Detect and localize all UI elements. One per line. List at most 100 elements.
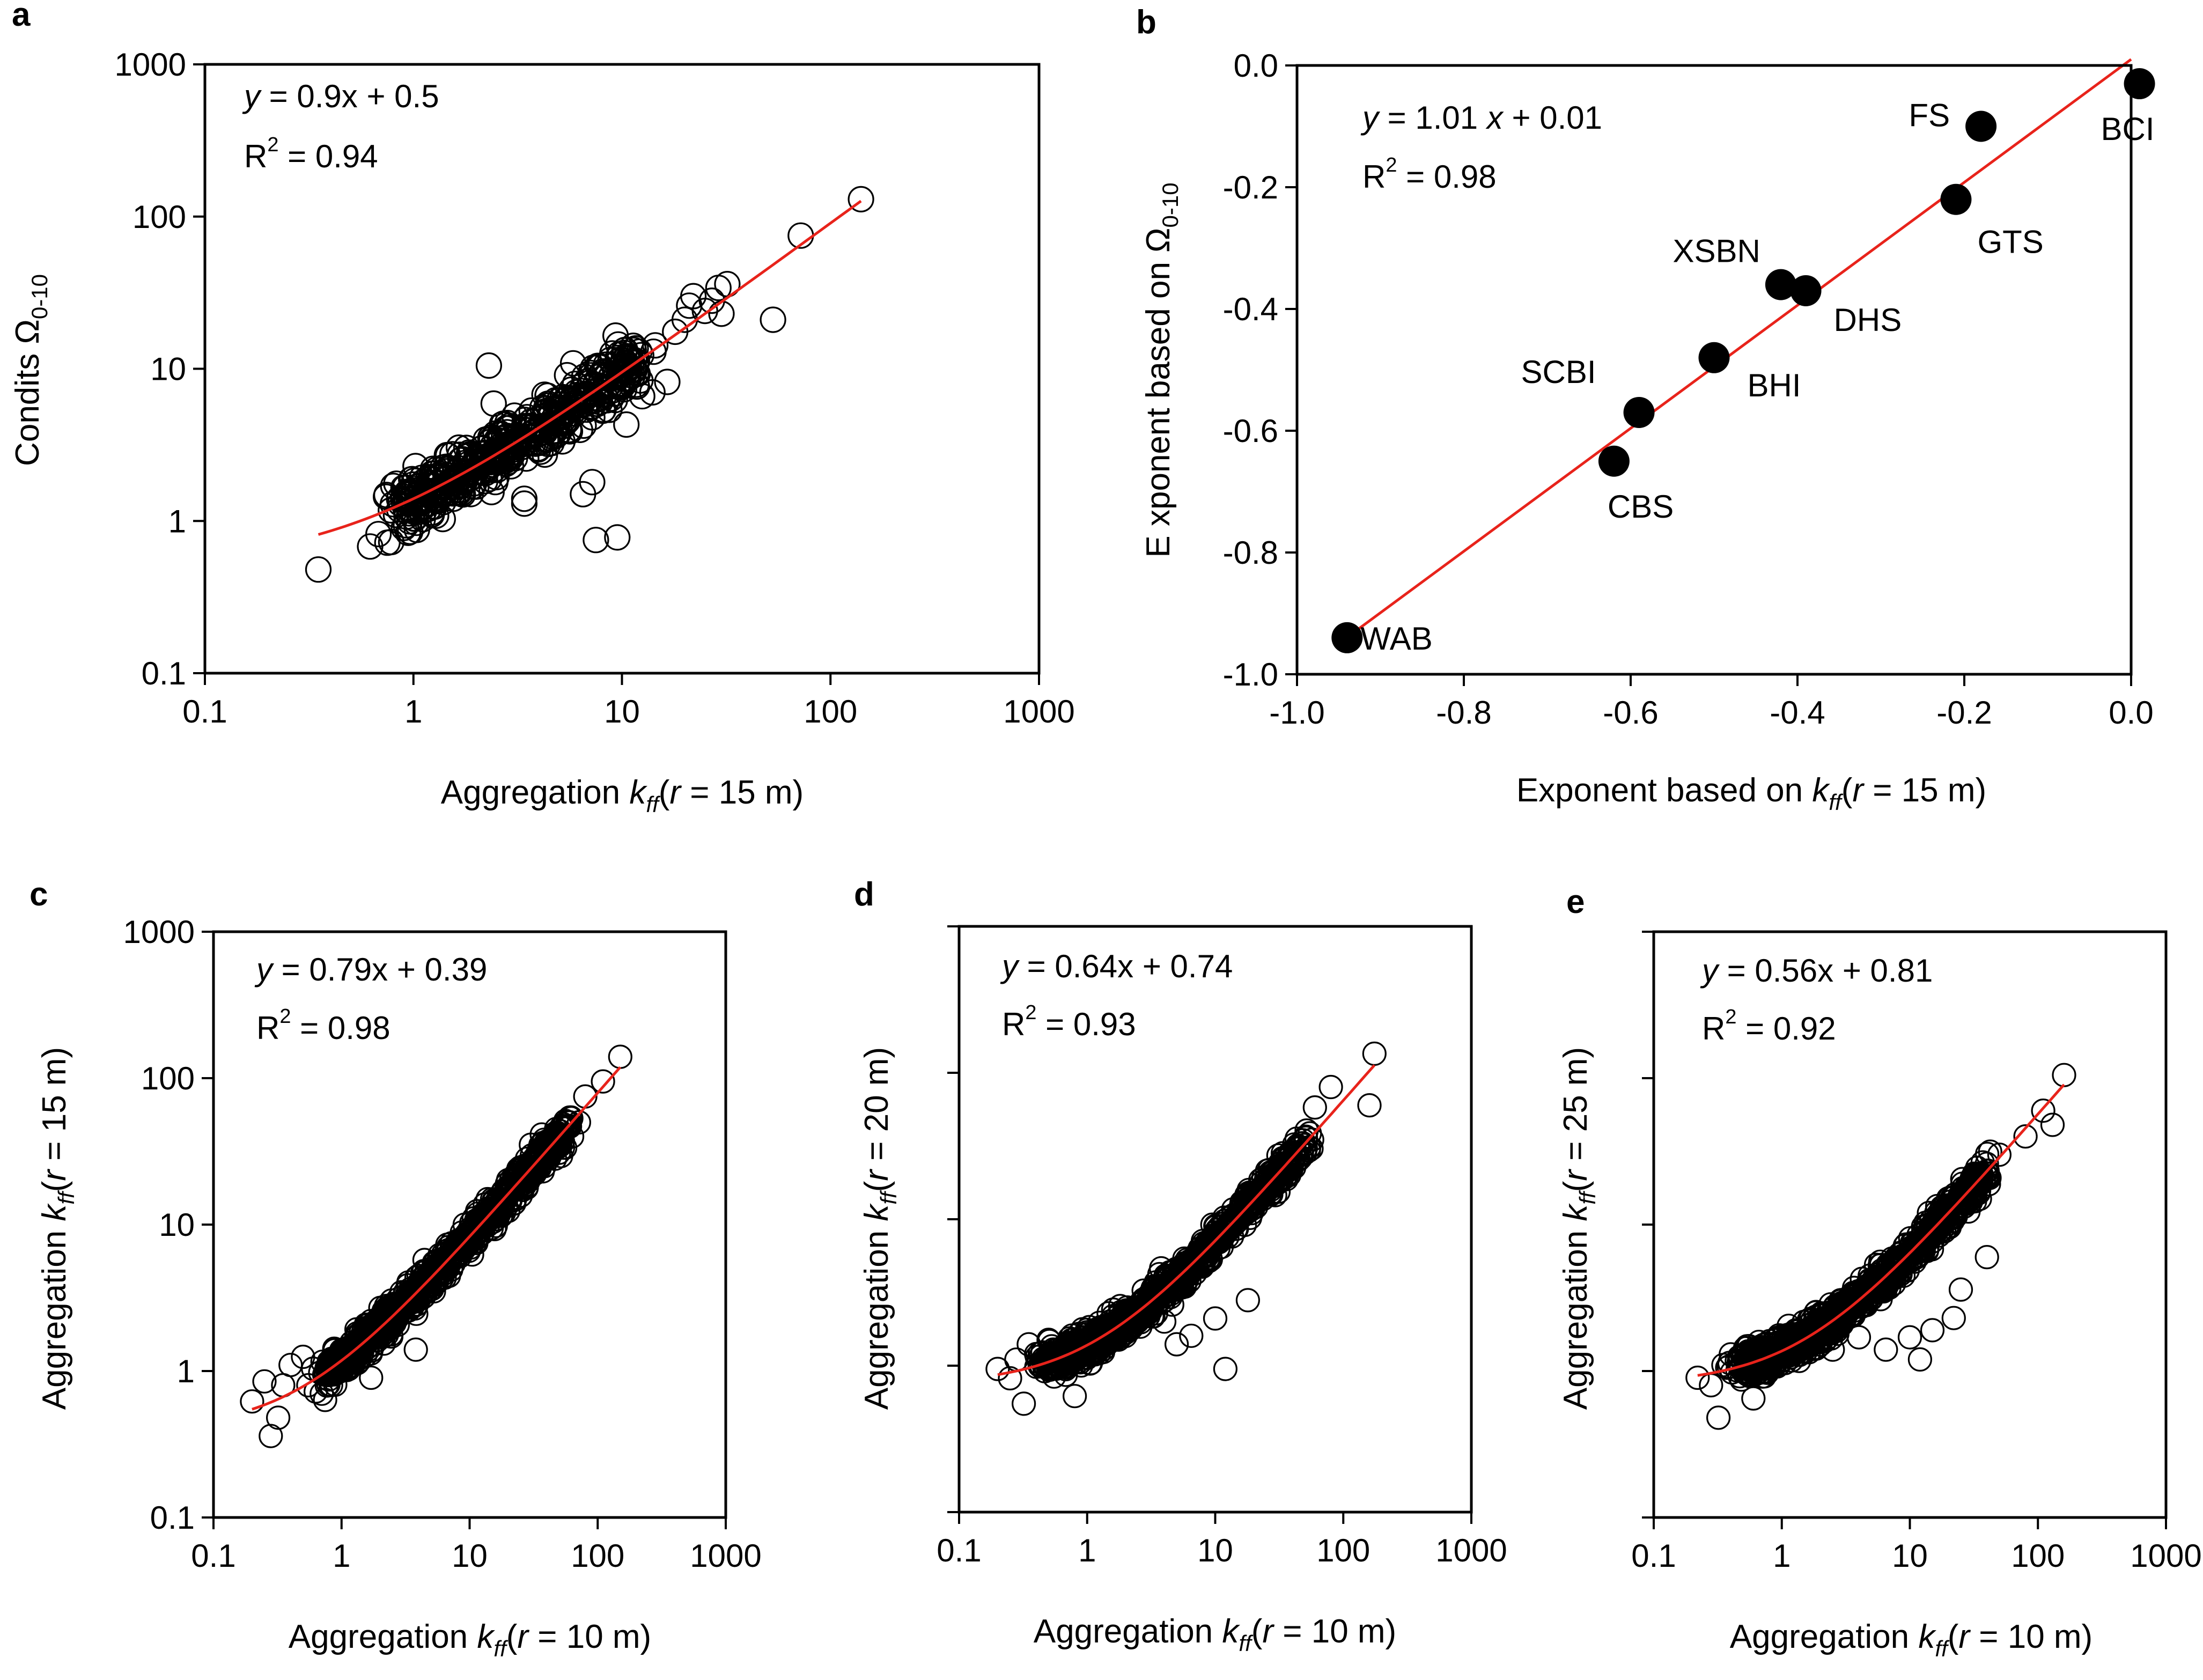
panel-d-data-point — [1062, 1384, 1087, 1409]
panel-b-x-axis-label: Exponent based on kff(r = 15 m) — [1516, 772, 1986, 815]
panel-b-site-label: WAB — [1360, 621, 1432, 657]
panel-a-data-point — [621, 357, 648, 384]
panel-c-label: c — [30, 876, 48, 913]
panel-d-x-tick-label: 10 — [1197, 1532, 1233, 1568]
panel-c-data-point — [310, 1381, 334, 1406]
panel-c-data-point — [402, 1286, 426, 1311]
panel-a-data-point — [390, 474, 417, 501]
panel-b-site-label: XSBN — [1673, 233, 1760, 269]
panel-b-x-tick-label: 0.0 — [2109, 695, 2153, 731]
panel-b-y-tick-label: -0.2 — [1223, 170, 1278, 205]
panel-c-y-tick-label: 0.1 — [150, 1500, 195, 1536]
panel-a-data-point — [500, 436, 527, 463]
panel-c-data-point — [502, 1191, 526, 1216]
panel-c-data-point — [497, 1178, 522, 1203]
panel-e-data-point — [1719, 1342, 1743, 1367]
panel-e-data-point — [2040, 1112, 2065, 1137]
panel-c-data-point — [335, 1339, 360, 1364]
panel-d-data-point — [1189, 1247, 1214, 1271]
panel-a-data-point — [391, 514, 417, 541]
panel-c-data-point — [488, 1199, 512, 1224]
panel-a-data-point — [433, 466, 460, 492]
panel-c-equation: y = 0.79x + 0.39 — [254, 952, 487, 988]
panel-d-data-point — [1122, 1296, 1146, 1321]
panel-b-site-marker — [1765, 269, 1796, 300]
panel-b-x-tick-label: -0.6 — [1603, 695, 1658, 731]
panel-a-data-point — [380, 473, 407, 499]
panel-c-data-point — [455, 1221, 480, 1246]
panel-d-x-tick-label: 0.1 — [937, 1532, 981, 1568]
panel-d-data-point — [1179, 1323, 1204, 1348]
panel-e-data-point — [1936, 1186, 1961, 1211]
panel-a-data-point — [488, 437, 515, 464]
panel-a-data-point — [760, 306, 786, 333]
panel-d-data-point — [1235, 1288, 1260, 1313]
panel-b-y-tick-label: -1.0 — [1223, 657, 1278, 692]
panel-e-data-point — [1706, 1405, 1731, 1430]
panel-d-data-point — [1209, 1227, 1234, 1252]
panel-b-site-marker — [1790, 275, 1822, 306]
panel-e-data-point — [1974, 1245, 1999, 1270]
panel-d-x-tick-label: 1 — [1078, 1532, 1096, 1568]
panel-b-equation: y = 1.01 x + 0.01 — [1360, 100, 1602, 136]
panel-c-data-point — [252, 1369, 277, 1394]
panel-b-x-tick-label: -0.4 — [1770, 695, 1825, 731]
panel-d-data-point — [1142, 1280, 1167, 1305]
panel-c-data-point — [557, 1110, 581, 1134]
panel-a-data-point — [613, 411, 640, 438]
panel-e-data-point — [1941, 1306, 1966, 1330]
panel-c-x-tick-label: 0.1 — [191, 1538, 235, 1574]
panel-d-data-point — [1147, 1284, 1172, 1309]
panel-c-data-point — [532, 1138, 557, 1163]
panel-e-data-point — [1948, 1277, 1973, 1302]
panel-e-data-point — [1907, 1347, 1932, 1372]
panel-e-x-axis-label: Aggregation kff(r = 10 m) — [1730, 1618, 2093, 1661]
panel-c-data-point — [437, 1243, 461, 1268]
panel-c-y-tick-label: 1000 — [123, 914, 195, 950]
panel-c-y-axis-label: Aggregation kff(r = 15 m) — [36, 1047, 79, 1410]
panel-e-y-axis-label: Aggregation kff(r = 25 m) — [1557, 1047, 1600, 1410]
panel-a-fit-line — [318, 200, 862, 536]
panel-e-frame — [1652, 930, 2168, 1519]
panel-e-data-point — [1875, 1261, 1899, 1286]
panel-e-data-point — [1950, 1185, 1974, 1210]
panel-c-data-point — [400, 1284, 424, 1308]
panel-b-x-tick-label: -0.2 — [1936, 695, 1992, 731]
panel-a-data-point — [457, 458, 484, 485]
panel-b-ticks: -1.0 -0.8 -0.6 -0.4 -0.2 0.0 -1.0 -0.8 -0.6 -0.4 -… — [1223, 48, 2154, 731]
panel-b-y-tick-label: 0.0 — [1234, 48, 1278, 84]
panel-c-data-point — [591, 1069, 615, 1094]
panel-c-y-tick-label: 10 — [159, 1207, 195, 1243]
panel-c-x-tick-label: 100 — [571, 1538, 624, 1574]
panel-e-label: e — [1566, 883, 1585, 920]
panel-e-data-point — [1873, 1259, 1898, 1284]
panel-c-data-point — [318, 1359, 343, 1384]
panel-d-equation: y = 0.64x + 0.74 — [1000, 948, 1233, 984]
panel-e-marks — [1685, 1063, 2076, 1430]
panel-a-r2: R2 = 0.94 — [244, 134, 378, 174]
panel-b-x-tick-label: -0.8 — [1436, 695, 1491, 731]
panel-a-x-axis-label: Aggregation kff(r = 15 m) — [441, 774, 804, 817]
panel-e-data-point — [1978, 1139, 2002, 1164]
panel-b-frame — [1295, 64, 2133, 676]
panel-d-fit-line — [997, 1064, 1376, 1376]
panel-b-site-marker — [1598, 445, 1630, 477]
panel-d-data-point — [1181, 1254, 1205, 1279]
panel-a-data-point — [482, 437, 509, 463]
panel-e-data-point — [1963, 1189, 1987, 1214]
panel-e-data-point — [1987, 1143, 2012, 1167]
panel-d-data-point — [1208, 1226, 1233, 1250]
panel-e-data-point — [1743, 1348, 1768, 1373]
panel-b-y-tick-label: -0.6 — [1223, 413, 1278, 449]
panel-d-data-point — [1302, 1095, 1327, 1120]
panel-b-site-label: BCI — [2101, 111, 2155, 147]
panel-a-data-point — [615, 353, 643, 380]
panel-e-data-point — [1874, 1337, 1898, 1362]
panel-d-x-tick-label: 1000 — [1435, 1532, 1507, 1568]
panel-a-data-point — [640, 338, 667, 365]
panel-c-data-point — [524, 1152, 549, 1176]
panel-b-site-marker — [1331, 622, 1363, 653]
